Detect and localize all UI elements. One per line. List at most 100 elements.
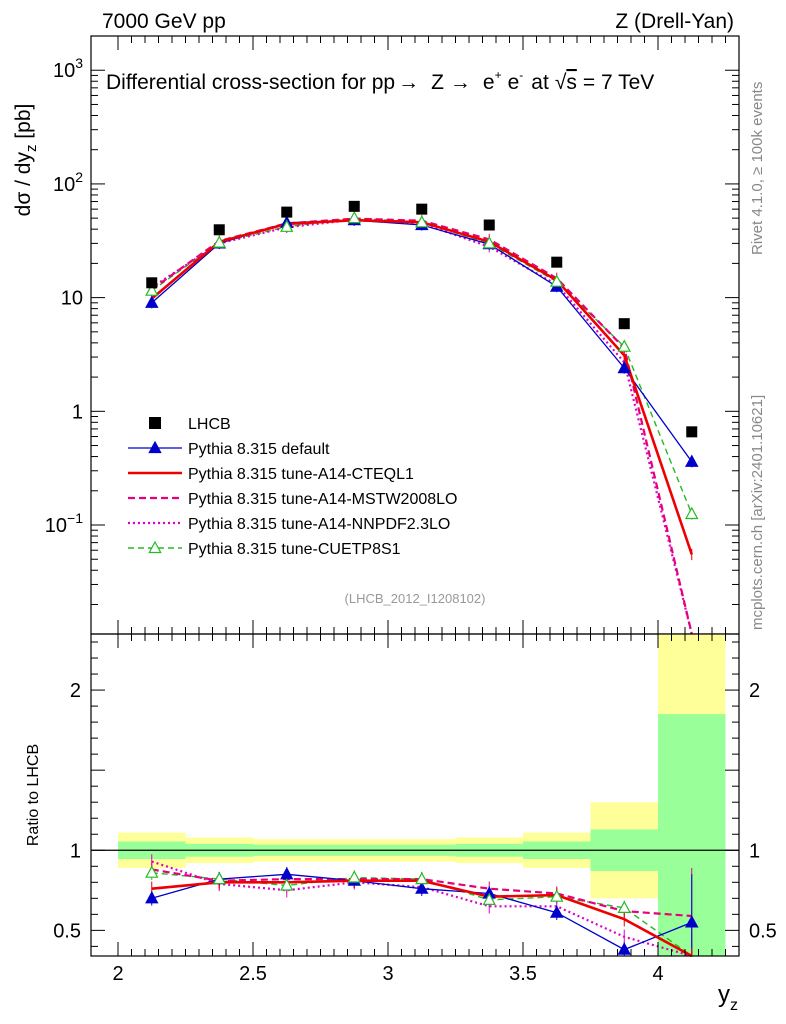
ratio-ytick-label-right-0: 0.5 [749,920,777,942]
marker-cuetp8s1-8 [684,506,699,520]
title-e2: e [508,71,520,94]
legend: LHCB Pythia 8.315 default Pythia 8.315 tun… [128,416,457,558]
ratio-marker-cuetp8s1-1 [212,871,227,885]
ratio-panel: 0.5 0.5 1 1 2 2 2 2.5 3 3.5 4 Ratio to LHCB [25,633,777,985]
mcplots-label: mcplots.cern.ch [arXiv:2401.10621] [749,395,766,630]
title-eq: = 7 TeV [583,71,654,94]
ratio-ytick-label-left-2: 2 [70,680,81,702]
ratio-marker-cuetp8s1-0 [145,865,159,878]
xlabel-sub: z [730,997,738,1014]
ratio-ytick-label-left-0: 0.5 [53,920,81,942]
ratio-frame [90,633,740,957]
header-right: Z (Drell-Yan) [615,10,734,33]
marker-cuetp8s1-6 [549,274,564,287]
series-line-cuetp8s1 [151,217,693,515]
marker-data-1 [213,224,225,236]
series-line-mstw [151,217,693,635]
xtick-label-3: 3.5 [509,963,537,985]
title-arrow-2: → [450,71,471,94]
marker-data-0 [146,277,158,289]
marker-data-6 [551,256,563,268]
marker-cuetp8s1-0 [145,283,159,296]
ratio-line-nnpdf [151,860,693,958]
rivet-label: Rivet 4.1.0, ≥ 100k events [749,82,766,255]
ratio-marker-default-0 [145,891,159,904]
marker-cuetp8s1-3 [347,210,362,224]
title-at: at [531,71,549,94]
watermark: (LHCB_2012_I1208102) [345,591,486,606]
main-title: Differential cross-section for pp → Z → e+ e-… [106,68,654,94]
xlabel-base: y [718,981,730,1008]
legend-item-data: LHCB [149,416,231,433]
ratio-ytick-label-left-1: 1 [70,840,81,862]
main-ytick-label-0: 10−1 [45,510,83,537]
legend-item-default: Pythia 8.315 default [128,440,330,458]
title-s: s [566,71,577,94]
legend-marker-data [149,417,161,429]
xtick-label-1: 2.5 [239,963,267,985]
main-ytick-label-1: 1 [72,401,83,423]
legend-label-data: LHCB [188,416,231,433]
ratio-marker-cuetp8s1-3 [347,870,362,883]
title-plus: + [495,68,502,82]
main-ytick-base-4: 10 [53,60,75,82]
ylabel-sub: z [23,145,40,153]
marker-cuetp8s1-1 [212,235,227,248]
marker-default-7 [617,360,632,374]
legend-item-mstw: Pythia 8.315 tune-A14-MSTW2008LO [128,491,457,508]
ylabel-prefix: dσ / dy [12,152,35,217]
ratio-marker-default-8 [684,915,699,928]
marker-cuetp8s1-5 [482,236,496,249]
ratio-ytick-label-right-2: 2 [749,680,760,702]
main-ytick-exp-3: 2 [75,169,83,185]
legend-marker-default [148,440,162,454]
main-ylabel: dσ / dyz [pb] [12,104,40,217]
legend-label-nnpdf: Pythia 8.315 tune-A14-NNPDF2.3LO [188,516,450,533]
legend-item-cuetp8s1: Pythia 8.315 tune-CUETP8S1 [128,540,401,558]
legend-label-cuetp8s1: Pythia 8.315 tune-CUETP8S1 [188,541,401,558]
marker-data-8 [686,426,698,438]
marker-cuetp8s1-7 [617,339,632,352]
marker-data-3 [348,200,360,212]
ratio-ylabel: Ratio to LHCB [25,744,42,846]
marker-cuetp8s1-4 [415,215,429,228]
xtick-label-2: 3 [382,963,393,985]
marker-default-8 [684,454,699,467]
main-ytick-label-2: 10 [61,288,83,310]
marker-data-7 [618,318,630,330]
ylabel-unit: [pb] [12,104,35,145]
title-e1: e [483,71,495,94]
legend-item-cteql1: Pythia 8.315 tune-A14-CTEQL1 [128,466,414,483]
main-ytick-base-0: 10 [45,515,67,537]
marker-default-0 [145,295,159,308]
ratio-marker-default-2 [280,867,294,880]
xtick-label-4: 4 [652,963,663,985]
main-ytick-label-4: 103 [53,55,83,82]
ratio-marker-cuetp8s1-4 [415,871,429,885]
title-arrow-1: → [398,71,419,94]
main-ytick-exp-4: 3 [75,55,83,71]
title-z: Z [431,71,444,94]
legend-marker-cuetp8s1 [148,540,162,554]
legend-label-default: Pythia 8.315 default [188,441,330,458]
xtick-label-0: 2 [112,963,123,985]
ratio-marker-default-6 [549,905,564,918]
legend-label-cteql1: Pythia 8.315 tune-A14-CTEQL1 [188,466,414,483]
marker-data-2 [281,206,293,218]
header-left: 7000 GeV pp [102,10,226,33]
main-ytick-label-3: 102 [53,169,83,196]
marker-cuetp8s1-2 [280,219,294,232]
main-ytick-base-3: 10 [53,174,75,196]
title-sqrt: √ [555,71,567,94]
marker-data-5 [483,219,495,231]
main-ytick-exp-0: −1 [67,510,83,526]
ratio-marker-cuetp8s1-5 [482,892,496,906]
ratio-marker-default-7 [617,942,632,955]
legend-item-nnpdf: Pythia 8.315 tune-A14-NNPDF2.3LO [128,516,450,533]
ratio-marker-cuetp8s1-6 [549,889,564,902]
xlabel: yz [718,981,738,1014]
series-line-nnpdf [151,218,693,635]
legend-label-mstw: Pythia 8.315 tune-A14-MSTW2008LO [188,491,457,508]
